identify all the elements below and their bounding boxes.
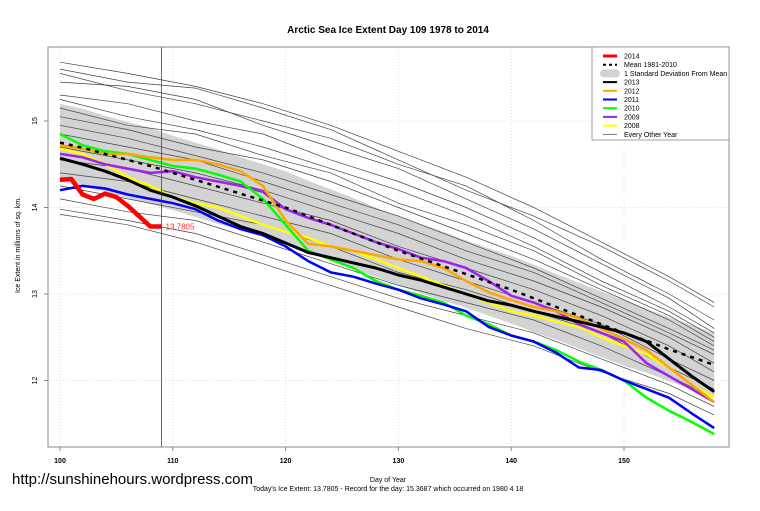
series-line-2014	[59, 176, 162, 229]
legend-label: 2010	[624, 106, 640, 113]
current-value-annotation: 13.7805	[166, 222, 195, 231]
legend-label: 2013	[624, 80, 640, 87]
other-year-line	[59, 116, 715, 347]
x-tick-label: 130	[393, 458, 405, 465]
other-year-line	[59, 185, 715, 390]
legend-label: 2009	[624, 114, 640, 121]
other-year-line	[59, 68, 715, 308]
other-year-line	[59, 146, 715, 364]
legend-label: 2008	[624, 123, 640, 130]
legend-label: Every Other Year	[624, 132, 678, 139]
legend-label: 2011	[624, 97, 639, 104]
other-year-line	[59, 94, 715, 334]
legend-label: Mean 1981-2010	[624, 62, 677, 69]
y-tick-label: 15	[32, 117, 39, 125]
highlight-series	[59, 47, 716, 447]
x-tick-label: 140	[505, 458, 517, 465]
legend-label: 1 Standard Deviation From Mean	[624, 71, 727, 78]
legend-label: 2014	[624, 54, 640, 61]
other-year-line	[59, 107, 715, 342]
legend-box	[591, 46, 730, 141]
other-year-line	[59, 99, 715, 338]
other-year-line	[59, 208, 715, 407]
other-year-line	[59, 198, 715, 399]
mean-line	[59, 141, 715, 367]
chart-title: Arctic Sea Ice Extent Day 109 1978 to 20…	[287, 25, 489, 36]
series-line-2013	[59, 156, 716, 393]
x-tick-label: 150	[618, 458, 630, 465]
legend-label: 2012	[624, 88, 640, 95]
axes: 100 110 120 130 140 150 12 13 14 15	[32, 46, 730, 465]
other-year-line	[59, 124, 715, 351]
x-tick-label: 120	[280, 458, 292, 465]
other-year-line	[59, 81, 715, 329]
watermark-url: http://sunshinehours.wordpress.com	[12, 471, 253, 488]
other-year-line	[59, 159, 715, 373]
other-year-line	[59, 214, 715, 416]
series-line-2012	[59, 143, 715, 404]
y-tick-label: 13	[32, 290, 39, 298]
x-tick-label: 110	[167, 458, 178, 465]
other-year-line	[59, 61, 715, 303]
legend-swatch	[600, 69, 620, 78]
series-line-2011	[59, 184, 715, 430]
other-year-line	[59, 73, 715, 321]
every-other-year-lines	[59, 61, 715, 416]
y-axis-label: Ice Extent in millions of sq. km.	[15, 197, 22, 293]
footer-text: Today's Ice Extent: 13.7805 - Record for…	[253, 486, 524, 493]
plot-frame	[47, 46, 730, 448]
x-axis-label: Day of Year	[370, 477, 407, 484]
y-tick-label: 12	[32, 377, 39, 385]
y-tick-label: 14	[32, 204, 39, 212]
x-tick-label: 100	[54, 458, 66, 465]
other-year-line	[59, 133, 715, 355]
std-dev-band	[60, 103, 715, 397]
std-dev-band-area	[60, 103, 715, 397]
